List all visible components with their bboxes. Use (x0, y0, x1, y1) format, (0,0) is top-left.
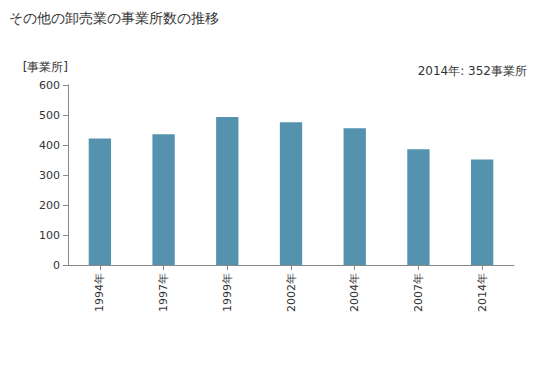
svg-text:400: 400 (39, 139, 60, 152)
svg-text:2004年: 2004年 (348, 273, 361, 312)
svg-text:600: 600 (39, 79, 60, 92)
svg-text:1994年: 1994年 (93, 273, 106, 312)
svg-text:0: 0 (53, 259, 60, 272)
svg-text:[事業所]: [事業所] (23, 60, 68, 74)
svg-text:500: 500 (39, 109, 60, 122)
svg-text:2014年: 352事業所: 2014年: 352事業所 (418, 64, 527, 78)
svg-text:300: 300 (39, 169, 60, 182)
svg-text:2014年: 2014年 (476, 273, 489, 312)
svg-text:100: 100 (39, 229, 60, 242)
svg-text:2002年: 2002年 (285, 273, 298, 312)
svg-text:その他の卸売業の事業所数の推移: その他の卸売業の事業所数の推移 (9, 10, 219, 26)
svg-text:200: 200 (39, 199, 60, 212)
svg-text:1999年: 1999年 (221, 273, 234, 312)
svg-text:2007年: 2007年 (412, 273, 425, 312)
svg-text:1997年: 1997年 (157, 273, 170, 312)
